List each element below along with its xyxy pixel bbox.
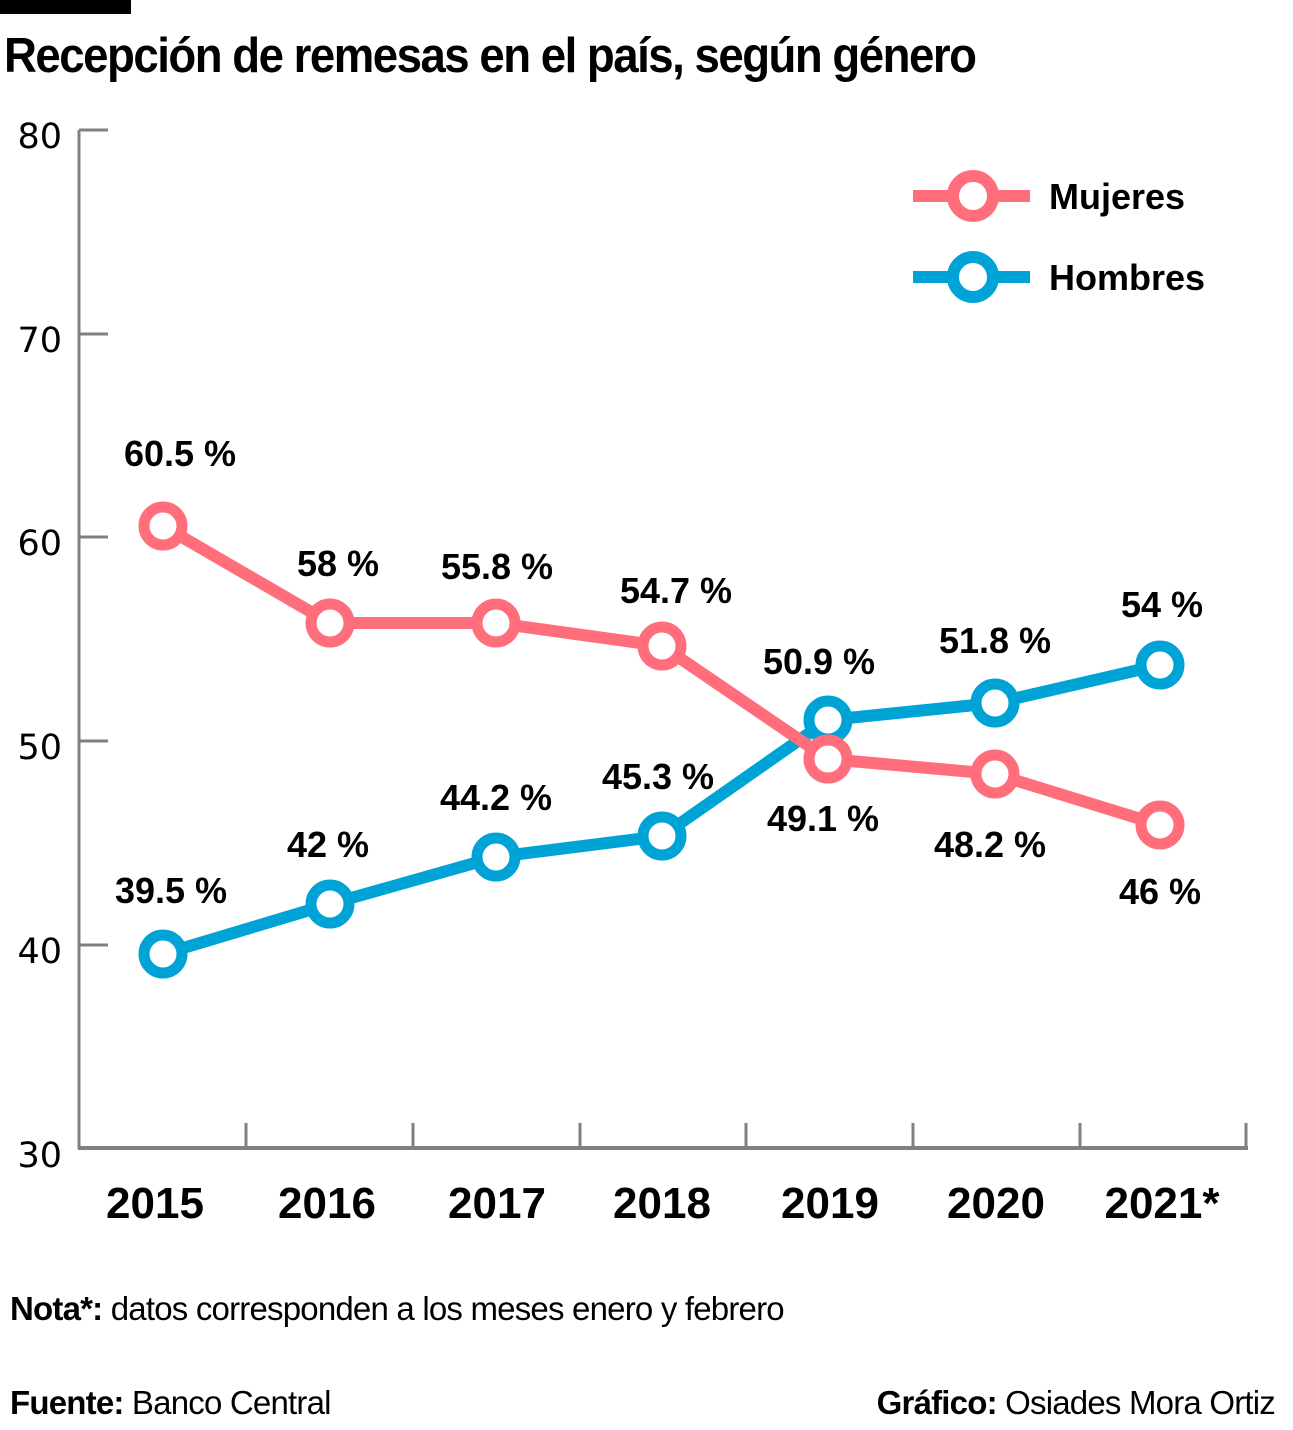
x-tick-2015: 2015 bbox=[106, 1179, 204, 1228]
source-label: Fuente: bbox=[10, 1384, 124, 1421]
y-axis bbox=[77, 128, 108, 1149]
label-hombres-2018: 45.3 % bbox=[602, 756, 714, 797]
y-tick-labels: 80 70 60 50 40 30 bbox=[17, 117, 62, 1176]
data-labels-hombres: 39.5 % 42 % 44.2 % 45.3 % 50.9 % 51.8 % … bbox=[115, 584, 1203, 911]
y-tick-50: 50 bbox=[17, 728, 62, 768]
legend-marker-mujeres bbox=[947, 170, 999, 222]
legend-item-mujeres: Mujeres bbox=[913, 170, 1185, 222]
label-mujeres-2015: 60.5 % bbox=[124, 433, 236, 474]
marker-mujeres-2020 bbox=[970, 749, 1020, 799]
y-tick-30: 30 bbox=[17, 1136, 62, 1176]
graphic-credit: Gráfico: Osiades Mora Ortiz bbox=[876, 1384, 1276, 1422]
series-hombres bbox=[138, 640, 1185, 979]
credit-text: Osiades Mora Ortiz bbox=[996, 1384, 1276, 1421]
x-tick-2017: 2017 bbox=[448, 1179, 546, 1228]
marker-mujeres-2021 bbox=[1135, 800, 1185, 850]
marker-mujeres-2019 bbox=[803, 734, 853, 784]
marker-mujeres-2017 bbox=[471, 598, 521, 648]
footnote-label: Nota*: bbox=[10, 1290, 103, 1327]
label-mujeres-2016: 58 % bbox=[297, 543, 379, 584]
x-tick-2019: 2019 bbox=[781, 1179, 879, 1228]
marker-hombres-2020 bbox=[970, 678, 1020, 728]
label-hombres-2020: 51.8 % bbox=[939, 620, 1051, 661]
source-credit: Fuente: Banco Central bbox=[10, 1384, 331, 1422]
series-mujeres bbox=[138, 501, 1185, 850]
label-mujeres-2019: 49.1 % bbox=[767, 798, 879, 839]
legend: Mujeres Hombres bbox=[913, 170, 1205, 303]
marker-mujeres-2016 bbox=[305, 598, 355, 648]
marker-hombres-2016 bbox=[305, 879, 355, 929]
marker-hombres-2019 bbox=[803, 695, 853, 745]
credit-label: Gráfico: bbox=[876, 1384, 998, 1421]
marker-hombres-2021 bbox=[1135, 640, 1185, 690]
title-accent-bar bbox=[0, 0, 131, 14]
marker-mujeres-2015 bbox=[138, 501, 188, 551]
marker-mujeres-2018 bbox=[637, 621, 687, 671]
x-axis-ticks bbox=[244, 1123, 1248, 1148]
label-hombres-2015: 39.5 % bbox=[115, 870, 227, 911]
y-tick-40: 40 bbox=[17, 932, 62, 972]
marker-hombres-2017 bbox=[471, 832, 521, 882]
source-text: Banco Central bbox=[123, 1384, 332, 1421]
y-tick-80: 80 bbox=[17, 117, 62, 157]
footnote: Nota*: datos corresponden a los meses en… bbox=[10, 1290, 785, 1328]
legend-item-hombres: Hombres bbox=[913, 251, 1205, 303]
label-hombres-2017: 44.2 % bbox=[440, 777, 552, 818]
footnote-text: datos corresponden a los meses enero y f… bbox=[102, 1290, 785, 1327]
label-hombres-2016: 42 % bbox=[287, 824, 369, 865]
x-tick-2018: 2018 bbox=[613, 1179, 711, 1228]
data-labels-mujeres: 60.5 % 58 % 55.8 % 54.7 % 49.1 % 48.2 % … bbox=[124, 433, 1201, 912]
marker-hombres-2018 bbox=[637, 811, 687, 861]
legend-marker-hombres bbox=[947, 251, 999, 303]
label-mujeres-2020: 48.2 % bbox=[934, 824, 1046, 865]
legend-label-hombres: Hombres bbox=[1049, 257, 1205, 298]
label-hombres-2019: 50.9 % bbox=[763, 641, 875, 682]
line-chart: 80 70 60 50 40 30 2015 2016 2017 2018 20… bbox=[17, 117, 1248, 1228]
y-tick-60: 60 bbox=[17, 524, 62, 564]
x-tick-labels: 2015 2016 2017 2018 2019 2020 2021* bbox=[106, 1179, 1220, 1228]
chart-title: Recepción de remesas en el país, según g… bbox=[4, 29, 977, 83]
label-mujeres-2021: 46 % bbox=[1119, 871, 1201, 912]
label-mujeres-2017: 55.8 % bbox=[441, 546, 553, 587]
y-tick-70: 70 bbox=[17, 321, 62, 361]
label-mujeres-2018: 54.7 % bbox=[620, 570, 732, 611]
legend-label-mujeres: Mujeres bbox=[1049, 176, 1185, 217]
x-tick-2021: 2021* bbox=[1104, 1179, 1220, 1228]
marker-hombres-2015 bbox=[138, 929, 188, 979]
x-tick-2016: 2016 bbox=[278, 1179, 376, 1228]
x-tick-2020: 2020 bbox=[947, 1179, 1045, 1228]
label-hombres-2021: 54 % bbox=[1121, 584, 1203, 625]
